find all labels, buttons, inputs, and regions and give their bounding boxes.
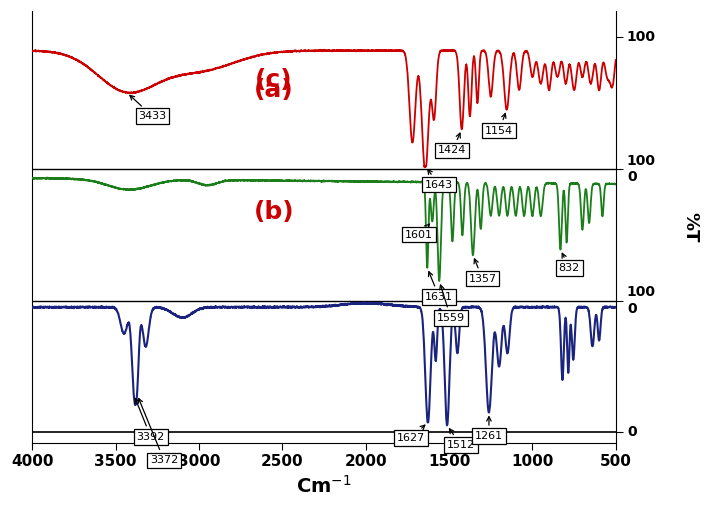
Text: (a): (a) (254, 78, 294, 102)
X-axis label: Cm$^{-1}$: Cm$^{-1}$ (296, 475, 352, 497)
Text: 1627: 1627 (397, 425, 425, 443)
Text: 1559: 1559 (437, 285, 465, 323)
Text: 3392: 3392 (135, 398, 165, 442)
Text: (c): (c) (256, 69, 293, 92)
Text: 1643: 1643 (425, 170, 453, 189)
Text: 1424: 1424 (438, 133, 466, 155)
Text: (b): (b) (253, 200, 295, 224)
Text: 3372: 3372 (138, 398, 178, 465)
Text: 832: 832 (559, 253, 580, 273)
Text: 1261: 1261 (475, 417, 503, 441)
Text: 3433: 3433 (130, 96, 166, 121)
Text: 1357: 1357 (469, 259, 496, 283)
Text: 1631: 1631 (425, 272, 453, 302)
Text: 1601: 1601 (405, 224, 433, 240)
Text: 1512: 1512 (447, 429, 475, 450)
Y-axis label: %T: %T (681, 212, 699, 242)
Text: 1154: 1154 (485, 113, 513, 136)
